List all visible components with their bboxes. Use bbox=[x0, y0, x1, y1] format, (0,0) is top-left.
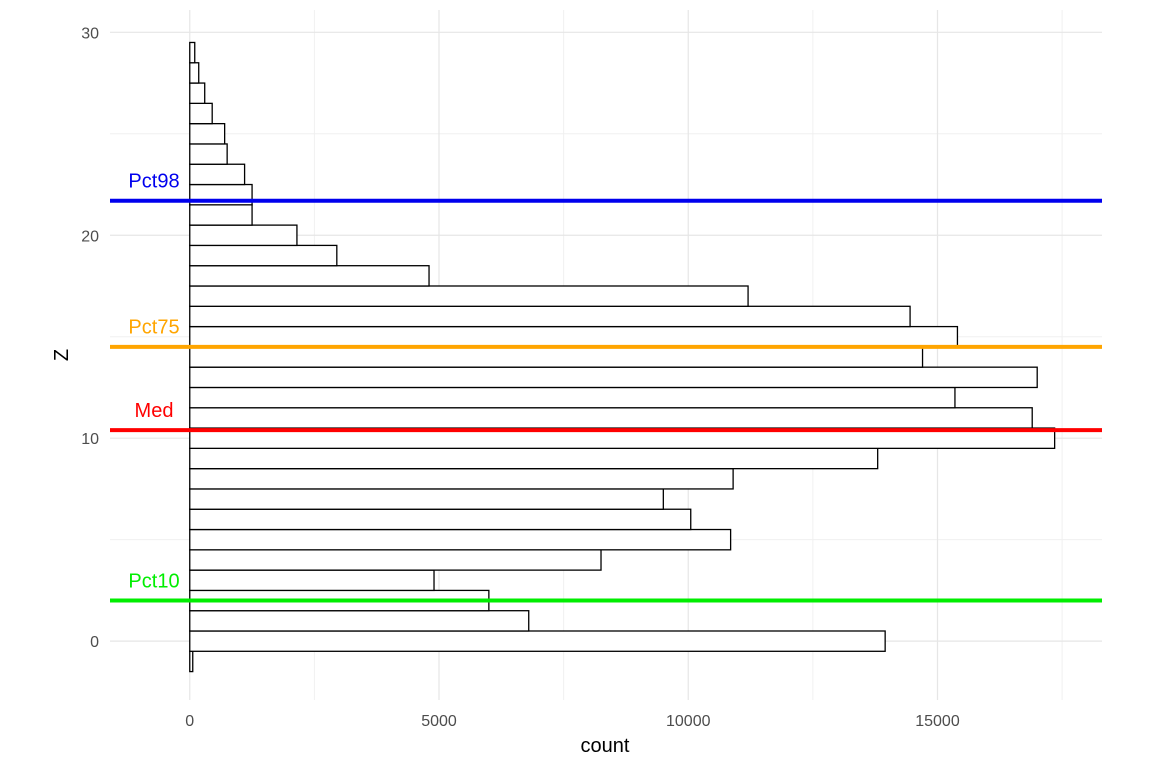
histogram-bar bbox=[189, 407, 1033, 429]
histogram-bar bbox=[189, 650, 194, 673]
x-tick-label: 5000 bbox=[421, 713, 457, 730]
histogram-bar bbox=[189, 528, 732, 551]
histogram-bar bbox=[189, 244, 338, 267]
histogram-bar bbox=[189, 143, 228, 165]
histogram-bar bbox=[189, 163, 246, 186]
histogram-bar bbox=[189, 41, 196, 64]
y-tick-label: 20 bbox=[81, 228, 99, 245]
histogram-bar bbox=[189, 102, 213, 125]
histogram-bar bbox=[189, 366, 1038, 389]
x-axis-ticks: 0 5000 10000 15000 bbox=[185, 713, 960, 730]
y-tick-label: 0 bbox=[90, 634, 99, 651]
histogram-bar bbox=[189, 62, 200, 84]
histogram-bar bbox=[189, 122, 226, 145]
histogram-bar bbox=[189, 305, 911, 328]
x-axis-title: count bbox=[581, 735, 630, 757]
histogram-bar bbox=[189, 447, 879, 470]
y-axis-title: Z bbox=[51, 349, 73, 361]
histogram-bar bbox=[189, 265, 430, 287]
y-tick-label: 30 bbox=[81, 25, 99, 42]
histogram-bar bbox=[189, 467, 734, 490]
histogram-bars bbox=[189, 41, 1056, 673]
reference-label-pct10: Pct10 bbox=[128, 570, 179, 592]
histogram-bar bbox=[189, 488, 664, 510]
y-tick-label: 10 bbox=[81, 431, 99, 448]
histogram-bar bbox=[189, 630, 886, 652]
histogram-bar bbox=[189, 346, 924, 368]
histogram-bar bbox=[189, 549, 602, 571]
x-tick-label: 0 bbox=[185, 713, 194, 730]
x-tick-label: 15000 bbox=[915, 713, 960, 730]
histogram-bar bbox=[189, 508, 692, 531]
reference-label-med: Med bbox=[135, 400, 174, 422]
reference-label-pct98: Pct98 bbox=[128, 170, 179, 192]
reference-label-pct75: Pct75 bbox=[128, 317, 179, 339]
histogram-bar bbox=[189, 386, 956, 409]
histogram-bar bbox=[189, 569, 435, 592]
reference-labels: Pct98 Pct75 Med Pct10 bbox=[128, 170, 179, 592]
y-axis-ticks: 0 10 20 30 bbox=[81, 25, 99, 651]
histogram-bar bbox=[189, 610, 530, 632]
histogram-bar bbox=[189, 285, 749, 307]
histogram-bar bbox=[189, 82, 206, 105]
histogram-bar bbox=[189, 204, 253, 226]
reference-lines bbox=[110, 198, 1102, 603]
histogram-bar bbox=[189, 224, 298, 247]
x-tick-label: 10000 bbox=[666, 713, 711, 730]
histogram-bar bbox=[189, 325, 959, 348]
